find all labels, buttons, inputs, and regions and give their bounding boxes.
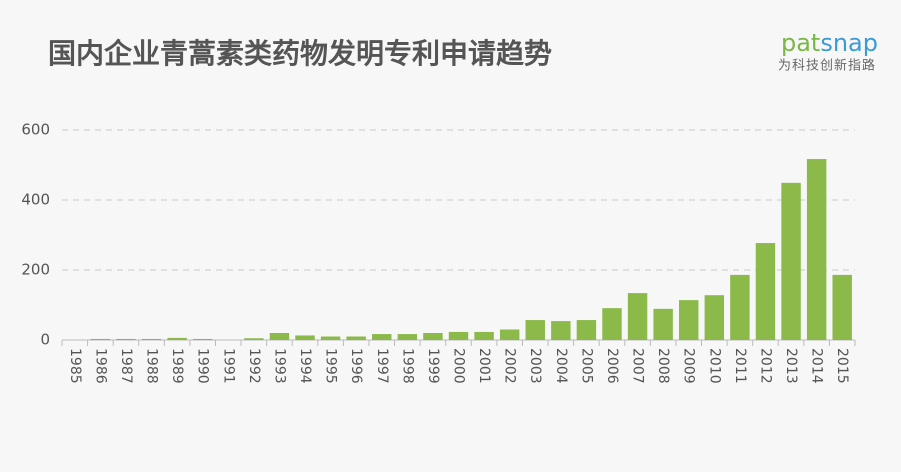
bar: [755, 243, 776, 340]
x-tick-label: 2014: [809, 348, 825, 384]
bar: [499, 329, 520, 340]
x-tick-label: 1994: [297, 348, 313, 384]
x-tick-label: 1988: [144, 348, 160, 384]
x-tick-label: 2015: [834, 348, 850, 384]
bar: [832, 274, 852, 340]
bar: [244, 338, 264, 340]
bar: [525, 320, 545, 340]
x-tick-label: 2002: [502, 348, 518, 384]
x-tick-label: 1993: [271, 348, 287, 384]
bar: [679, 300, 699, 340]
x-tick-label: 2012: [757, 348, 773, 384]
bar: [448, 331, 469, 340]
bar: [116, 338, 136, 340]
bar: [320, 336, 341, 340]
bar: [704, 295, 725, 340]
bar: [192, 338, 213, 340]
x-tick-label: 2003: [527, 348, 543, 384]
x-tick-label: 1999: [425, 348, 441, 384]
x-tick-label: 2010: [706, 348, 722, 384]
x-tick-label: 2007: [630, 348, 646, 384]
bar: [141, 338, 162, 340]
brand-part: pat: [781, 29, 820, 57]
bar: [167, 337, 187, 340]
x-tick-label: 2008: [655, 348, 671, 384]
x-tick-label: 2001: [476, 348, 492, 384]
brand-tagline: 为科技创新指路: [778, 58, 876, 74]
x-tick-label: 2006: [604, 348, 620, 384]
x-tick-label: 1998: [399, 348, 415, 384]
y-tick-label: 0: [40, 331, 50, 349]
x-tick-label: 2000: [451, 348, 467, 384]
x-tick-label: 1996: [348, 348, 364, 384]
bar: [730, 274, 750, 340]
x-tick-label: 2013: [783, 348, 799, 384]
x-tick-label: 1987: [118, 348, 134, 384]
bar: [372, 334, 392, 340]
bar: [551, 321, 571, 340]
y-tick-label: 200: [21, 261, 50, 279]
x-tick-label: 1989: [169, 348, 185, 384]
bar: [423, 333, 443, 340]
x-tick-label: 1991: [220, 348, 236, 384]
chart-title: 国内企业青蒿素类药物发明专利申请趋势: [48, 37, 552, 70]
bar: [781, 182, 801, 340]
x-tick-label: 1985: [67, 348, 83, 384]
bar: [602, 308, 622, 340]
bar: [653, 308, 673, 340]
x-tick-label: 1997: [374, 348, 390, 384]
bar: [269, 333, 290, 340]
brand-logo: patsnap: [781, 29, 878, 57]
bar: [90, 338, 111, 340]
x-tick-label: 2005: [578, 348, 594, 384]
y-tick-label: 400: [21, 191, 50, 209]
bar: [576, 320, 597, 340]
x-tick-label: 1990: [195, 348, 211, 384]
bar: [806, 159, 827, 340]
x-tick-label: 1986: [92, 348, 108, 384]
x-tick-label: 1992: [246, 348, 262, 384]
y-tick-label: 600: [21, 121, 50, 139]
bar: [346, 336, 366, 340]
bar: [627, 293, 648, 340]
x-tick-label: 2004: [553, 348, 569, 384]
bar: [295, 335, 315, 340]
x-tick-label: 1995: [323, 348, 339, 384]
x-tick-label: 2011: [732, 348, 748, 384]
brand-part: snap: [820, 29, 878, 57]
x-tick-label: 2009: [681, 348, 697, 384]
bar: [474, 331, 494, 340]
bar: [397, 334, 418, 340]
